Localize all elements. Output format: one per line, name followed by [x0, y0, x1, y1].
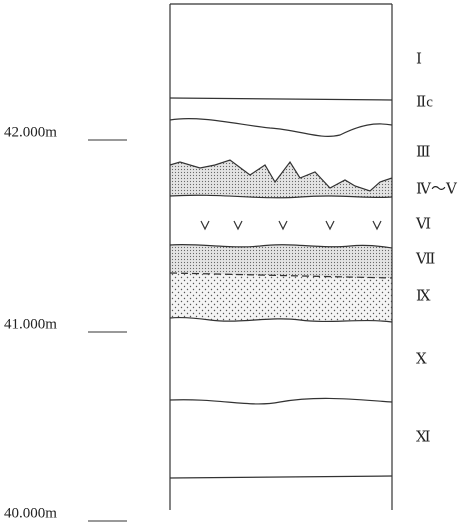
- layer-label: Ⅳ～Ⅴ: [416, 181, 458, 197]
- elevation-label: 41.000m: [4, 316, 57, 332]
- boundary: [169, 397, 393, 405]
- boundary: [169, 97, 393, 101]
- layer-label: Ⅰ: [416, 51, 422, 67]
- layer-ix-fill: [170, 273, 392, 322]
- elevation-label: 42.000m: [4, 124, 57, 140]
- v-marks: [200, 220, 382, 231]
- elevation-scale: 42.000m 41.000m 40.000m: [4, 124, 127, 522]
- boundary: [169, 317, 393, 323]
- layer-label: Ⅺ: [416, 429, 431, 445]
- layer-label: Ⅶ: [415, 251, 435, 267]
- elevation-label: 40.000m: [4, 505, 57, 521]
- layer-label: Ⅸ: [416, 288, 431, 304]
- boundary: [169, 194, 393, 199]
- column-frame: [169, 3, 393, 510]
- layer-label: Ⅹ: [416, 351, 427, 367]
- dashed-boundary: [169, 272, 393, 279]
- boundary: [169, 475, 393, 479]
- layer-vii-fill: [170, 244, 392, 278]
- layer-label: Ⅲ: [416, 144, 430, 160]
- fills: [170, 160, 392, 322]
- layer-iv-v-fill: [170, 160, 392, 198]
- boundary: [169, 118, 393, 137]
- boundaries: [169, 3, 393, 510]
- layer-label: Ⅵ: [415, 216, 431, 232]
- boundary: [169, 159, 393, 192]
- layer-labels: Ⅰ Ⅱc Ⅲ Ⅳ～Ⅴ Ⅵ Ⅶ Ⅸ Ⅹ Ⅺ: [415, 51, 458, 445]
- boundary: [169, 244, 393, 249]
- layer-label: Ⅱc: [416, 94, 433, 110]
